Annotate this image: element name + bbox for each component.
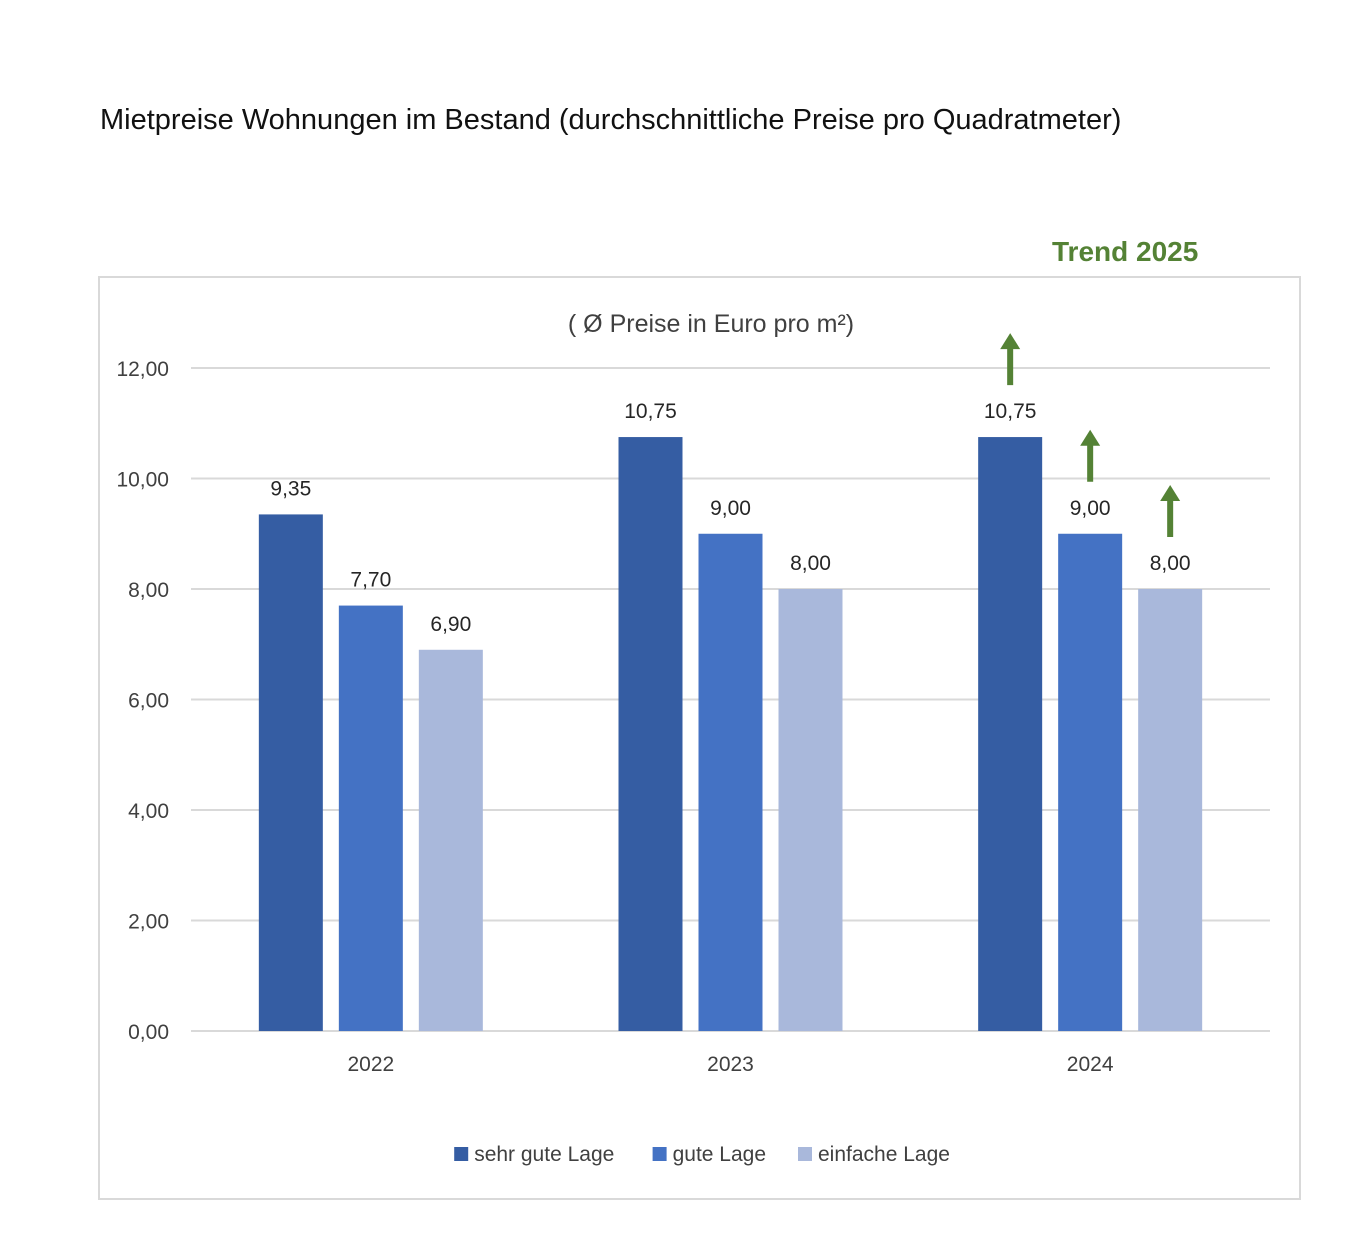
bar-gute-lage-2022 bbox=[338, 605, 403, 1031]
chart-title: ( Ø Preise in Euro pro m²) bbox=[568, 310, 854, 338]
data-label: 9,00 bbox=[710, 497, 751, 520]
y-tick-label: 10,00 bbox=[116, 469, 169, 492]
data-labels: 9,35 7,70 6,90 10,75 9,00 8,00 10,75 9,00 8,00 bbox=[270, 400, 1190, 636]
data-label: 7,70 bbox=[350, 569, 391, 592]
bar-gute-lage-2024 bbox=[1058, 533, 1123, 1031]
x-tick-label: 2023 bbox=[707, 1053, 754, 1076]
data-label: 9,00 bbox=[1070, 497, 1111, 520]
x-tick-label: 2024 bbox=[1067, 1053, 1114, 1076]
y-axis-tick-labels: 0,00 2,00 4,00 6,00 8,00 10,00 12,00 bbox=[116, 358, 169, 1044]
y-tick-label: 2,00 bbox=[128, 911, 169, 934]
y-tick-label: 12,00 bbox=[116, 358, 169, 381]
legend: sehr gute Lage gute Lage einfache Lage bbox=[454, 1143, 950, 1166]
legend-swatch bbox=[798, 1147, 812, 1161]
bars bbox=[258, 437, 1203, 1031]
bar-sehr-gute-lage-2023 bbox=[618, 437, 683, 1031]
trend-arrow-up-icon bbox=[1000, 333, 1021, 350]
legend-label: gute Lage bbox=[673, 1143, 766, 1166]
legend-swatch bbox=[454, 1147, 469, 1161]
data-label: 10,75 bbox=[984, 400, 1037, 423]
trend-label: Trend 2025 bbox=[1052, 236, 1199, 267]
data-label: 9,35 bbox=[270, 477, 311, 500]
bar-gute-lage-2023 bbox=[698, 533, 763, 1031]
page-title: Mietpreise Wohnungen im Bestand (durchsc… bbox=[100, 104, 1122, 136]
data-label: 6,90 bbox=[430, 613, 471, 636]
y-tick-label: 0,00 bbox=[128, 1021, 169, 1044]
legend-swatch bbox=[652, 1147, 667, 1161]
bar-einfache-lage-2022 bbox=[418, 649, 483, 1031]
data-label: 8,00 bbox=[790, 552, 831, 575]
legend-label: sehr gute Lage bbox=[474, 1143, 614, 1166]
bar-sehr-gute-lage-2022 bbox=[258, 514, 323, 1031]
bar-einfache-lage-2024 bbox=[1138, 589, 1203, 1031]
y-tick-label: 6,00 bbox=[128, 690, 169, 713]
x-tick-label: 2022 bbox=[347, 1053, 394, 1076]
trend-arrows bbox=[1000, 333, 1181, 537]
legend-label: einfache Lage bbox=[818, 1143, 950, 1166]
bar-einfache-lage-2023 bbox=[778, 589, 843, 1031]
x-axis-tick-labels: 2022 2023 2024 bbox=[347, 1053, 1113, 1076]
data-label: 10,75 bbox=[624, 400, 677, 423]
y-tick-label: 4,00 bbox=[128, 800, 169, 823]
y-tick-label: 8,00 bbox=[128, 579, 169, 602]
trend-arrow-up-icon bbox=[1160, 485, 1181, 501]
trend-arrow-up-icon bbox=[1080, 429, 1101, 446]
bar-sehr-gute-lage-2024 bbox=[978, 437, 1043, 1031]
data-label: 8,00 bbox=[1150, 552, 1191, 575]
